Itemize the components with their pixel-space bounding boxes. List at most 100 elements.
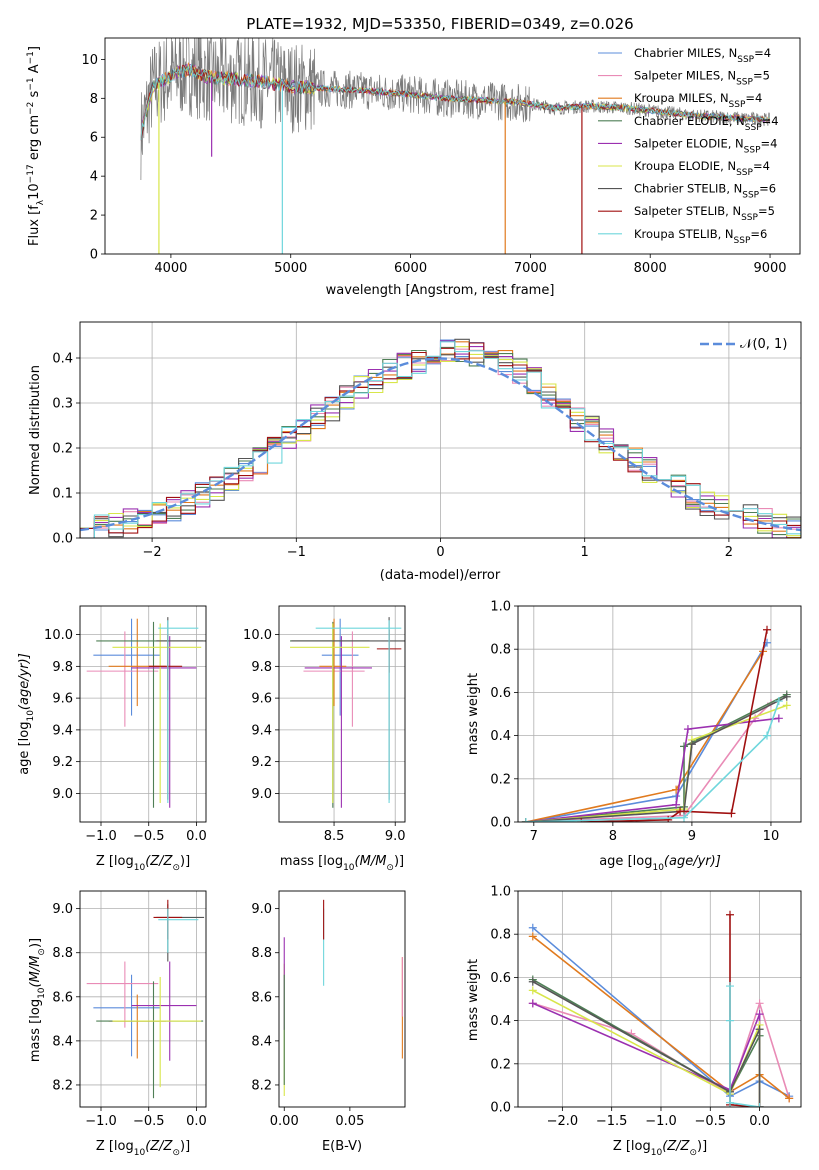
axes-frame	[517, 890, 802, 1108]
weight-marker	[687, 740, 696, 749]
x-tick-label: −1	[287, 545, 306, 560]
y-axis-label: mass weight	[466, 673, 481, 755]
y-tick-label: 9.2	[251, 755, 272, 770]
weight-series	[532, 981, 761, 1107]
axes-age-mass: 8.5 9.0 9.0 9.2 9.4 9.6 9.8 10.0	[243, 605, 406, 844]
x-axis-label: Z [log10(Z/Z⊙)]	[613, 1139, 707, 1158]
x-tick-label: 6000	[394, 261, 427, 276]
x-tick-label: 8000	[634, 261, 667, 276]
weight-marker	[726, 982, 735, 991]
x-axis-label: (data-model)/error	[380, 568, 501, 583]
y-tick-label: 0.6	[490, 971, 511, 986]
y-tick-label: 9.2	[52, 755, 73, 770]
x-axis-label: Z [log10(Z/Z⊙)]	[96, 854, 190, 873]
x-tick-label: 8.5	[324, 829, 345, 844]
y-tick-label: 0.1	[52, 487, 73, 502]
weight-marker	[755, 1103, 764, 1107]
x-axis-label: Z [log10(Z/Z⊙)]	[96, 1139, 190, 1158]
weight-marker	[782, 692, 791, 701]
weight-marker	[727, 809, 736, 818]
plot-area	[521, 625, 791, 822]
x-tick-label: −2	[143, 545, 162, 560]
x-tick-label: 0.05	[335, 1114, 364, 1129]
y-tick-label: 0.0	[490, 816, 511, 831]
weight-marker	[528, 977, 537, 986]
x-tick-label: −1.0	[645, 1114, 677, 1129]
x-tick-label: −1.5	[596, 1114, 628, 1129]
x-tick-label: 0	[436, 545, 444, 560]
x-tick-label: −0.5	[133, 829, 165, 844]
axes-mass-Z: −1.0 −0.5 0.0 8.2 8.4 8.6 8.8 9.0	[52, 890, 207, 1129]
weight-marker	[672, 800, 681, 809]
plot-area	[86, 899, 205, 1099]
x-axis-label: age [log10(age/yr)]	[599, 854, 721, 873]
plot-area	[528, 910, 794, 1107]
y-tick-label: 0.8	[490, 643, 511, 658]
y-tick-label: 6	[90, 131, 98, 146]
x-tick-label: 0.0	[186, 1114, 207, 1129]
y-tick-label: 9.8	[52, 660, 73, 675]
y-tick-label: 9.8	[251, 660, 272, 675]
axes-mass-EBV: 0.00 0.05 8.2 8.4 8.6 8.8 9.0	[251, 890, 406, 1129]
x-tick-label: 5000	[274, 261, 307, 276]
legend-entry: Kroupa MILES, NSSP=4	[634, 91, 762, 110]
weight-series	[729, 986, 760, 1107]
residual-histogram	[80, 341, 801, 538]
y-axis-label: age [log10(age/yr)]	[17, 653, 36, 775]
y-tick-label: 8.2	[251, 1078, 272, 1093]
x-axis-label: wavelength [Angstrom, rest frame]	[326, 283, 555, 298]
weight-marker	[726, 1098, 735, 1107]
y-tick-label: 8.4	[52, 1034, 73, 1049]
y-tick-label: 8.4	[251, 1034, 272, 1049]
y-axis-label: mass [log10(M/M⊙)]	[28, 938, 47, 1062]
y-tick-label: 9.6	[251, 692, 272, 707]
weight-series	[525, 702, 772, 822]
weight-marker	[680, 742, 689, 751]
weight-marker	[755, 1010, 764, 1019]
y-axis-label: Flux [fλ10−17 erg cm−2 s−1 A−1]	[26, 46, 46, 246]
weight-series	[525, 642, 768, 822]
weight-marker	[763, 625, 772, 634]
x-tick-label: 2	[725, 545, 733, 560]
weight-marker	[726, 910, 735, 919]
axes-frame	[79, 321, 802, 539]
y-tick-label: 9.6	[52, 692, 73, 707]
plot-area	[86, 617, 206, 808]
x-tick-label: 7000	[514, 261, 547, 276]
plot-area	[290, 617, 405, 808]
y-tick-label: 0.4	[490, 729, 511, 744]
plot-area	[283, 899, 403, 1096]
y-tick-label: 0.0	[52, 532, 73, 547]
weight-marker	[782, 701, 791, 710]
y-tick-label: 9.0	[52, 902, 73, 917]
legend-entry: Salpeter MILES, NSSP=5	[634, 69, 770, 88]
y-tick-label: 8.6	[52, 990, 73, 1005]
y-tick-label: 2	[90, 209, 98, 224]
x-axis-label: mass [log10(M/M⊙)]	[280, 854, 404, 873]
y-tick-label: 0.8	[490, 928, 511, 943]
y-tick-label: 0.2	[52, 442, 73, 457]
weight-marker	[774, 714, 783, 723]
x-tick-label: 9.0	[385, 829, 406, 844]
x-tick-label: −1.0	[85, 1114, 117, 1129]
weight-marker	[528, 923, 537, 932]
y-tick-label: 10.0	[243, 628, 272, 643]
x-tick-label: −0.5	[694, 1114, 726, 1129]
axes-frame	[517, 605, 802, 823]
axes-frame	[278, 605, 406, 823]
weight-marker	[577, 818, 586, 822]
weight-marker	[726, 1016, 735, 1025]
x-tick-label: −1.0	[85, 829, 117, 844]
weight-series	[525, 650, 764, 822]
weight-marker	[683, 725, 692, 734]
figure-title: PLATE=1932, MJD=53350, FIBERID=0349, z=0…	[246, 15, 633, 33]
axes-spectrum: 4000 5000 6000 7000 8000 9000 0 2 4 6 8 10	[81, 37, 801, 276]
y-tick-label: 9.0	[251, 902, 272, 917]
axes-frame	[79, 605, 207, 823]
plot-area	[140, 38, 771, 254]
axes-age-Z: −1.0 −0.5 0.0 9.0 9.2 9.4 9.6 9.8 10.0	[44, 605, 207, 844]
weight-series	[525, 717, 779, 822]
weight-series	[532, 935, 790, 1100]
x-tick-label: 8	[609, 829, 617, 844]
